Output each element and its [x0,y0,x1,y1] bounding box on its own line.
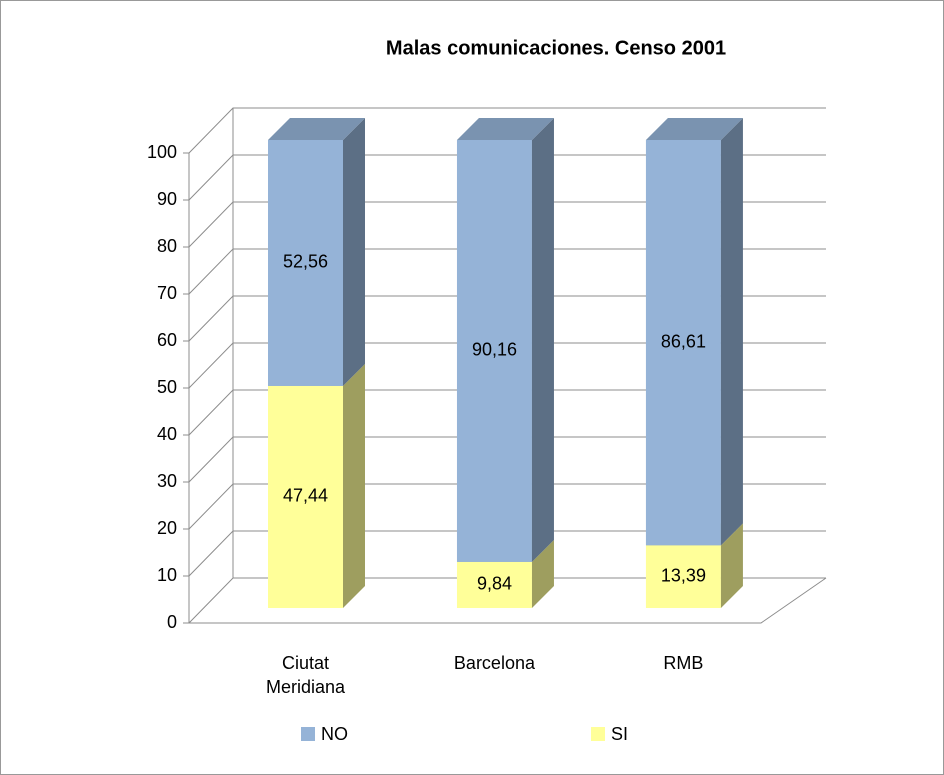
y-tick-label: 10 [157,565,177,585]
data-label: 47,44 [283,486,328,506]
data-label: 9,84 [477,574,512,594]
y-tick-label: 100 [147,142,177,162]
bar-top [645,118,743,140]
y-tick-label: 80 [157,236,177,256]
data-label: 86,61 [661,331,706,351]
floor [189,577,827,624]
bar-front [645,140,721,546]
grid-line [188,389,826,436]
data-label: 13,39 [661,565,706,585]
y-tick-label: 20 [157,518,177,538]
y-tick-label: 50 [157,377,177,397]
grid-line [188,154,826,201]
bar-side [343,363,365,608]
data-label: 52,56 [283,252,328,272]
bar-front [456,140,532,562]
bar-side [343,118,365,386]
x-tick-label: Barcelona [453,653,535,673]
bar [456,118,554,562]
chart-title: Malas comunicaciones. Censo 2001 [386,37,726,59]
bar-side [531,118,554,562]
y-tick-label: 60 [157,330,177,350]
bar-front [268,385,343,608]
legend-label: SI [611,724,628,744]
bar-top [268,118,365,140]
legend-swatch [301,727,315,741]
legend-label: NO [321,724,348,744]
bar-side [531,539,554,608]
grid-line [188,342,826,389]
grid-line [188,530,826,577]
grid-line [188,295,826,342]
bar [268,118,365,386]
grid-line [188,577,826,624]
bar-front [645,545,721,608]
bar-front [268,140,343,386]
grid-line [188,483,826,530]
bar-side [720,523,743,608]
y-tick-label: 70 [157,283,177,303]
y-tick-label: 30 [157,471,177,491]
legend-swatch [591,727,605,741]
y-tick-label: 0 [167,612,177,632]
bar-front [456,561,532,608]
grid-line [188,107,826,154]
bar [645,118,743,546]
y-tick-label: 90 [157,189,177,209]
grid-line [188,201,826,248]
x-tick-label: RMB [663,653,704,673]
bar-top [456,118,554,140]
grid-line [188,436,826,483]
y-tick-label: 40 [157,424,177,444]
data-label: 90,16 [472,340,517,360]
bar-side [720,118,743,546]
x-tick-label: Ciutat Meridiana [265,653,346,697]
grid-line [188,248,826,295]
